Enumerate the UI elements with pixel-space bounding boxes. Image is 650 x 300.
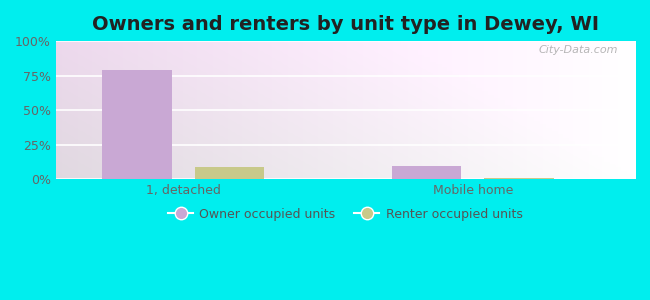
Bar — [392, 166, 462, 179]
Bar — [102, 70, 172, 179]
Legend: Owner occupied units, Renter occupied units: Owner occupied units, Renter occupied un… — [163, 203, 528, 226]
Bar — [484, 178, 554, 179]
Bar — [195, 167, 265, 179]
Title: Owners and renters by unit type in Dewey, WI: Owners and renters by unit type in Dewey… — [92, 15, 599, 34]
Text: City-Data.com: City-Data.com — [538, 45, 617, 55]
